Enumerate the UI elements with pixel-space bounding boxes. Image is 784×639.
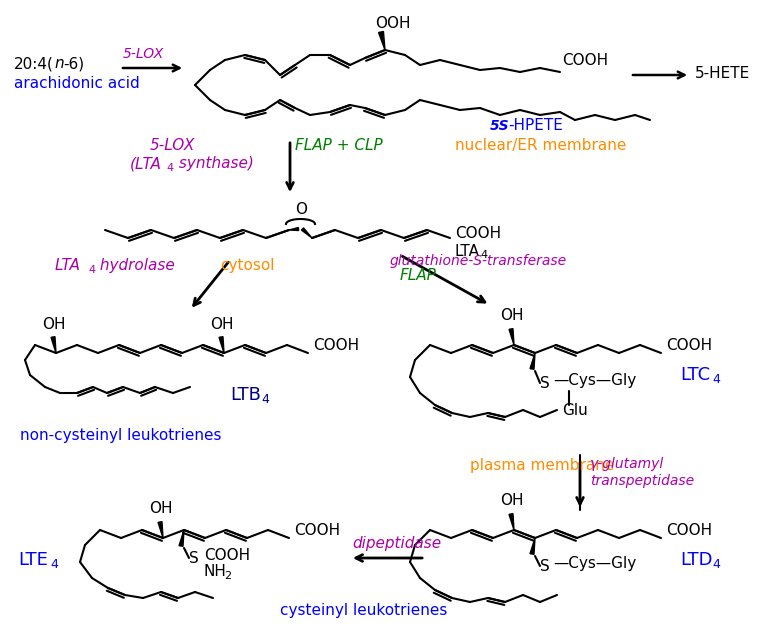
Text: LTD: LTD (680, 551, 713, 569)
Text: 5-LOX: 5-LOX (123, 47, 165, 61)
Text: (LTA: (LTA (130, 156, 162, 171)
Text: LTC: LTC (680, 366, 710, 384)
Text: LTE: LTE (18, 551, 48, 569)
Text: COOH: COOH (313, 338, 359, 353)
Text: n: n (54, 56, 64, 71)
Text: —Cys—Gly: —Cys—Gly (553, 373, 637, 388)
Polygon shape (158, 521, 163, 538)
Text: 5-LOX: 5-LOX (150, 138, 195, 153)
Text: COOH: COOH (562, 53, 608, 68)
Polygon shape (302, 228, 312, 238)
Text: 4: 4 (50, 558, 58, 571)
Text: NH: NH (204, 564, 227, 579)
Text: nuclear/ER membrane: nuclear/ER membrane (455, 138, 626, 153)
Text: OH: OH (149, 501, 172, 516)
Text: dipeptidase: dipeptidase (352, 536, 441, 551)
Text: 5S: 5S (490, 119, 510, 133)
Text: cysteinyl leukotrienes: cysteinyl leukotrienes (280, 603, 448, 618)
Text: cytosol: cytosol (220, 258, 274, 273)
Polygon shape (509, 328, 514, 345)
Text: COOH: COOH (204, 548, 250, 563)
Text: 5-HETE: 5-HETE (695, 66, 750, 81)
Text: plasma membrane: plasma membrane (470, 458, 615, 473)
Text: synthase): synthase) (174, 156, 254, 171)
Text: non-cysteinyl leukotrienes: non-cysteinyl leukotrienes (20, 428, 222, 443)
Text: -HPETE: -HPETE (508, 118, 563, 133)
Text: S: S (540, 559, 550, 574)
Polygon shape (530, 353, 535, 369)
Text: -6): -6) (63, 56, 84, 71)
Text: FLAP: FLAP (400, 268, 437, 283)
Text: O: O (296, 202, 307, 217)
Polygon shape (530, 538, 535, 555)
Text: hydrolase: hydrolase (95, 258, 175, 273)
Text: —Cys—Gly: —Cys—Gly (553, 556, 637, 571)
Text: 4: 4 (712, 558, 720, 571)
Polygon shape (379, 31, 385, 50)
Text: Glu: Glu (562, 403, 588, 418)
Text: OH: OH (500, 308, 524, 323)
Text: transpeptidase: transpeptidase (590, 474, 694, 488)
Text: OH: OH (210, 317, 234, 332)
Text: OOH: OOH (375, 16, 411, 31)
Text: 4: 4 (712, 373, 720, 386)
Text: FLAP + CLP: FLAP + CLP (295, 138, 383, 153)
Text: OH: OH (42, 317, 66, 332)
Text: OH: OH (500, 493, 524, 508)
Text: 4: 4 (88, 265, 95, 275)
Text: LTA: LTA (55, 258, 81, 273)
Text: γ-glutamyl: γ-glutamyl (590, 457, 664, 471)
Text: S: S (540, 376, 550, 391)
Text: COOH: COOH (455, 226, 501, 241)
Text: 20:4(: 20:4( (14, 56, 54, 71)
Text: 2: 2 (224, 571, 231, 581)
Text: LTB: LTB (230, 386, 261, 404)
Text: glutathione-S-transferase: glutathione-S-transferase (390, 254, 567, 268)
Polygon shape (179, 530, 184, 546)
Text: COOH: COOH (294, 523, 340, 538)
Polygon shape (509, 514, 514, 530)
Polygon shape (219, 337, 224, 353)
Polygon shape (289, 227, 299, 231)
Text: COOH: COOH (666, 338, 712, 353)
Text: LTA: LTA (455, 244, 480, 259)
Polygon shape (51, 337, 56, 353)
Text: 4: 4 (480, 250, 487, 260)
Text: 4: 4 (166, 163, 173, 173)
Text: COOH: COOH (666, 523, 712, 538)
Text: S: S (189, 551, 199, 566)
Text: arachidonic acid: arachidonic acid (14, 76, 140, 91)
Text: 4: 4 (261, 393, 269, 406)
